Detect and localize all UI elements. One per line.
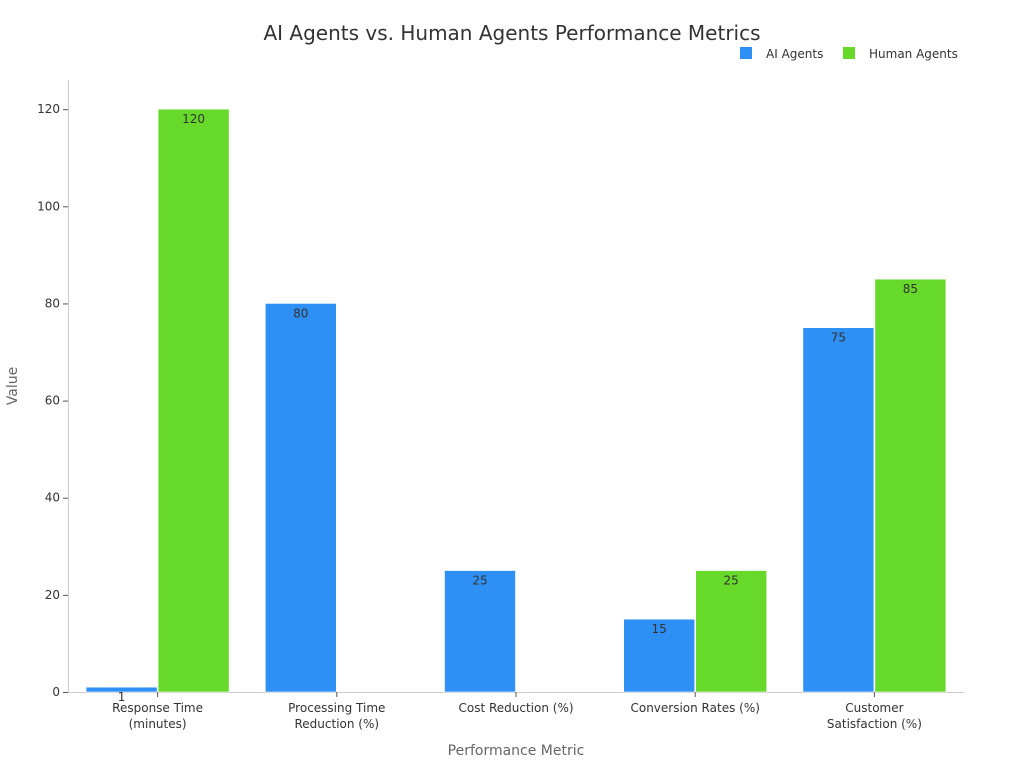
bars xyxy=(85,108,947,693)
bar-ai-agents xyxy=(802,327,875,693)
y-tick-label: 100 xyxy=(37,199,60,213)
legend: AI Agents Human Agents xyxy=(740,47,958,61)
data-label: 75 xyxy=(831,331,846,345)
data-label: 80 xyxy=(293,306,308,320)
x-axis-ticks: Response Time (minutes) Processing Time Red… xyxy=(112,692,922,731)
y-tick-label: 80 xyxy=(45,296,60,310)
x-tick-label: Processing Time Reduction (%) xyxy=(288,701,385,731)
x-tick-label: Cost Reduction (%) xyxy=(458,701,573,715)
bar-ai-agents xyxy=(444,570,516,693)
data-label: 25 xyxy=(472,574,487,588)
y-tick-label: 120 xyxy=(37,102,60,116)
chart-title: AI Agents vs. Human Agents Performance M… xyxy=(263,21,760,45)
data-label: 85 xyxy=(903,282,918,296)
legend-label: Human Agents xyxy=(869,47,958,61)
bar-ai-agents xyxy=(85,686,158,693)
bar-ai-agents xyxy=(623,618,696,693)
x-axis-title: Performance Metric xyxy=(448,743,585,759)
y-tick-label: 40 xyxy=(45,491,60,505)
y-axis-title: Value xyxy=(5,367,21,405)
x-tick-label: Response Time (minutes) xyxy=(112,701,203,731)
data-label: 15 xyxy=(652,622,667,636)
data-labels: 1 120 80 25 15 25 75 85 xyxy=(118,112,918,704)
data-label: 1 xyxy=(118,690,126,704)
y-tick-label: 60 xyxy=(45,394,60,408)
legend-swatch xyxy=(843,47,855,59)
legend-label: AI Agents xyxy=(766,47,823,61)
y-tick-label: 0 xyxy=(52,685,60,699)
bar-human-agents xyxy=(157,108,230,693)
x-tick-label: Conversion Rates (%) xyxy=(630,701,759,715)
x-tick-label: Customer Satisfaction (%) xyxy=(827,701,922,731)
bar-human-agents xyxy=(874,278,947,693)
bar-human-agents xyxy=(695,570,768,693)
y-tick-label: 20 xyxy=(45,588,60,602)
data-label: 120 xyxy=(182,112,205,126)
data-label: 25 xyxy=(724,574,739,588)
bar-ai-agents xyxy=(264,303,337,693)
y-axis-ticks: 0 20 40 60 80 100 120 xyxy=(37,102,68,699)
legend-swatch xyxy=(740,47,752,59)
